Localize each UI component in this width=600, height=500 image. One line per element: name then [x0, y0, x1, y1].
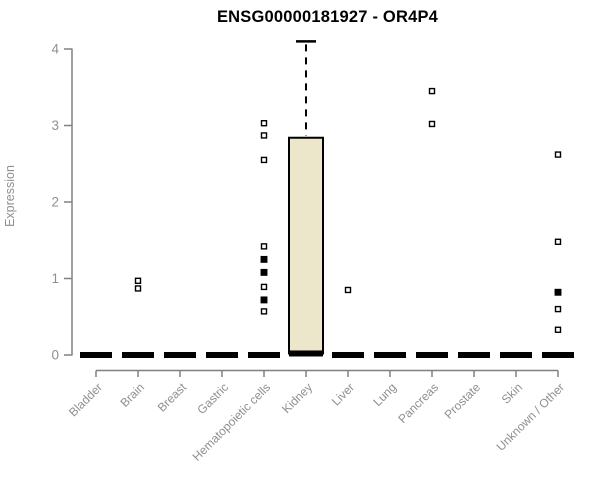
x-tick-label: Gastric [194, 380, 231, 417]
outlier-point [260, 268, 268, 276]
x-tick-label: Pancreas [395, 380, 441, 426]
y-tick-label: 4 [51, 42, 59, 57]
outlier-point [554, 288, 562, 296]
median-line [374, 352, 406, 358]
x-tick-label: Bladder [66, 380, 105, 419]
x-tick-label: Hematopoietic cells [190, 380, 273, 463]
outlier-point [554, 151, 562, 158]
median-line [248, 352, 280, 358]
median-line [289, 350, 323, 357]
median-line [500, 352, 532, 358]
median-line [542, 352, 574, 358]
outlier-point [428, 87, 436, 95]
x-tick-label: Lung [370, 380, 399, 409]
median-line [164, 352, 196, 358]
outlier-point [344, 286, 352, 294]
median-line [332, 352, 364, 358]
x-tick-label: Liver [329, 380, 357, 408]
outlier-point [554, 326, 562, 333]
x-tick-label: Breast [155, 380, 190, 415]
x-tick-label: Brain [117, 380, 147, 410]
outlier-point [260, 243, 268, 250]
median-line [458, 352, 490, 358]
outlier-point [260, 120, 268, 127]
outlier-point [260, 308, 268, 315]
outlier-point [428, 120, 436, 128]
outlier-point [260, 283, 268, 291]
outlier-point [260, 255, 268, 263]
y-tick-label: 2 [51, 195, 59, 210]
x-tick-label: Prostate [442, 380, 484, 422]
outlier-point [260, 156, 268, 164]
x-tick-label: Skin [499, 380, 525, 406]
outlier-point [554, 305, 562, 313]
y-tick-label: 0 [51, 348, 59, 363]
chart-title: ENSG00000181927 - OR4P4 [216, 8, 439, 26]
x-tick-label: Kidney [279, 380, 315, 416]
median-line [206, 352, 238, 358]
outlier-point [260, 296, 268, 304]
median-line [80, 352, 112, 358]
outlier-point [134, 277, 142, 284]
y-tick-label: 1 [51, 271, 59, 286]
y-tick-label: 3 [51, 118, 59, 133]
median-line [416, 352, 448, 358]
outlier-point [260, 132, 268, 139]
median-line [122, 352, 154, 358]
outlier-point [134, 285, 142, 292]
box-kidney [288, 136, 324, 355]
outlier-point [554, 238, 562, 245]
